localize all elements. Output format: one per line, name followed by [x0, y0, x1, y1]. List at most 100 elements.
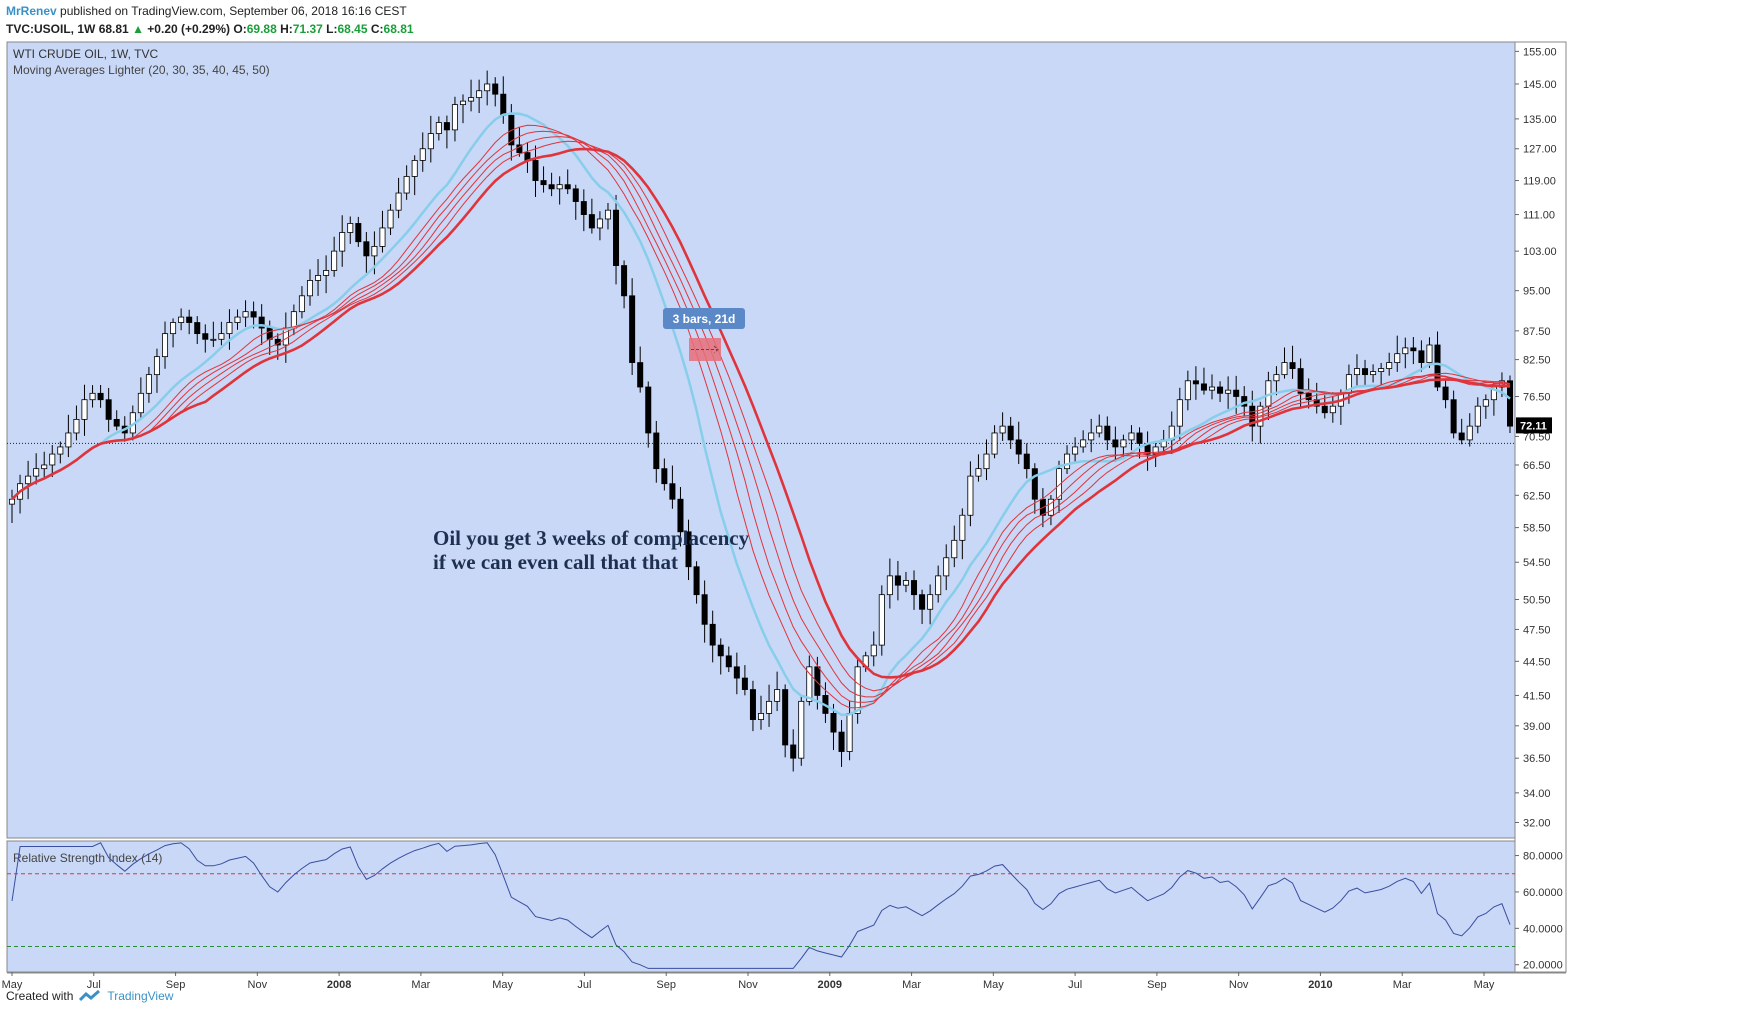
candle-down	[500, 93, 507, 116]
candle-up	[596, 218, 603, 229]
candle-up	[242, 311, 249, 318]
candle-down	[258, 316, 265, 329]
price-tick-label: 41.50	[1523, 690, 1551, 702]
candle-up	[991, 432, 998, 455]
candle-down	[814, 666, 821, 696]
candle-up	[1080, 439, 1087, 448]
time-tick-label: Jul	[577, 979, 591, 991]
candle-down	[97, 392, 104, 401]
candle-up	[226, 322, 233, 335]
candle-down	[1136, 432, 1143, 444]
candle-up	[1426, 344, 1433, 363]
measure-range-box	[689, 338, 721, 361]
candle-up	[234, 316, 241, 323]
candle-down	[266, 327, 273, 340]
candle-up	[1120, 439, 1127, 448]
annotation-line-2: if we can even call that that	[433, 550, 678, 574]
candle-down	[1023, 453, 1030, 470]
price-tick-label: 95.00	[1523, 286, 1551, 298]
time-tick-label: 2009	[818, 979, 842, 991]
candle-down	[911, 580, 918, 596]
candle-down	[709, 623, 716, 646]
candle-up	[371, 246, 378, 257]
candle-down	[741, 677, 748, 690]
candle-up	[870, 644, 877, 657]
candle-up	[927, 594, 934, 610]
candle-up	[218, 333, 225, 340]
candle-down	[645, 386, 652, 434]
last-price: 68.81	[98, 22, 129, 36]
candle-up	[1370, 371, 1377, 376]
candle-up	[162, 333, 169, 358]
candle-up	[427, 133, 434, 150]
candle-down	[782, 689, 789, 746]
candle-up	[1152, 446, 1159, 455]
candle-down	[1418, 350, 1425, 363]
candle-down	[1434, 344, 1441, 388]
candle-up	[395, 192, 402, 211]
price-tick-label: 58.50	[1523, 523, 1551, 535]
open-label: O:	[233, 22, 247, 36]
candle-down	[540, 180, 547, 186]
ma-45-line	[11, 140, 1511, 692]
rsi-tick-label: 80.0000	[1523, 851, 1563, 863]
candle-down	[1015, 439, 1022, 455]
candle-down	[492, 83, 499, 95]
candle-down	[1200, 383, 1207, 391]
candle-up	[41, 464, 48, 470]
time-tick-label: 2010	[1308, 979, 1332, 991]
time-tick-label: Nov	[738, 979, 758, 991]
time-tick-label: May	[492, 979, 513, 991]
price-tick-label: 50.50	[1523, 594, 1551, 606]
candle-up	[403, 176, 410, 194]
price-tick-label: 103.00	[1523, 246, 1557, 258]
price-tick-label: 66.50	[1523, 460, 1551, 472]
footer: Created with TradingView	[6, 989, 173, 1003]
candle-up	[886, 575, 893, 596]
candle-down	[894, 575, 901, 586]
candle-down	[1289, 362, 1296, 369]
candle-down	[548, 184, 555, 190]
candle-up	[468, 97, 475, 102]
candle-down	[516, 144, 523, 154]
ma-35-line	[11, 130, 1511, 703]
candle-down	[621, 265, 628, 297]
candle-up	[758, 713, 765, 720]
candle-down	[250, 311, 257, 318]
candle-up	[331, 250, 338, 271]
close-value: 68.81	[383, 22, 414, 36]
annotation-line-1: Oil you get 3 weeks of complacency	[433, 526, 750, 550]
candle-up	[411, 160, 418, 177]
candle-up	[798, 700, 805, 759]
price-tick-label: 76.50	[1523, 392, 1551, 404]
candle-up	[1281, 362, 1288, 376]
candle-up	[1047, 498, 1054, 516]
price-tick-label: 155.00	[1523, 46, 1557, 58]
candle-up	[999, 425, 1006, 434]
high-label: H:	[280, 22, 293, 36]
candle-up	[604, 209, 611, 220]
ma-30-line	[11, 124, 1511, 709]
candle-down	[613, 209, 620, 266]
candle-up	[170, 322, 177, 335]
tradingview-brand[interactable]: TradingView	[107, 989, 174, 1003]
ma-50-line	[11, 147, 1511, 679]
candle-up	[57, 446, 64, 455]
candle-up	[967, 475, 974, 516]
candle-down	[194, 322, 201, 335]
candle-down	[1321, 405, 1328, 414]
candle-up	[975, 468, 982, 477]
price-tick-label: 44.50	[1523, 656, 1551, 668]
candle-down	[717, 644, 724, 657]
last-price-tag	[1516, 417, 1552, 434]
author-link[interactable]: MrRenev	[6, 4, 57, 18]
candle-down	[1112, 439, 1119, 448]
price-change: +0.20 (+0.29%)	[147, 22, 231, 36]
created-with-text: Created with	[6, 989, 74, 1003]
price-tick-label: 54.50	[1523, 557, 1551, 569]
candle-down	[919, 594, 926, 610]
candle-up	[49, 453, 56, 466]
candle-down	[1233, 389, 1240, 397]
time-tick-label: Jul	[1068, 979, 1082, 991]
